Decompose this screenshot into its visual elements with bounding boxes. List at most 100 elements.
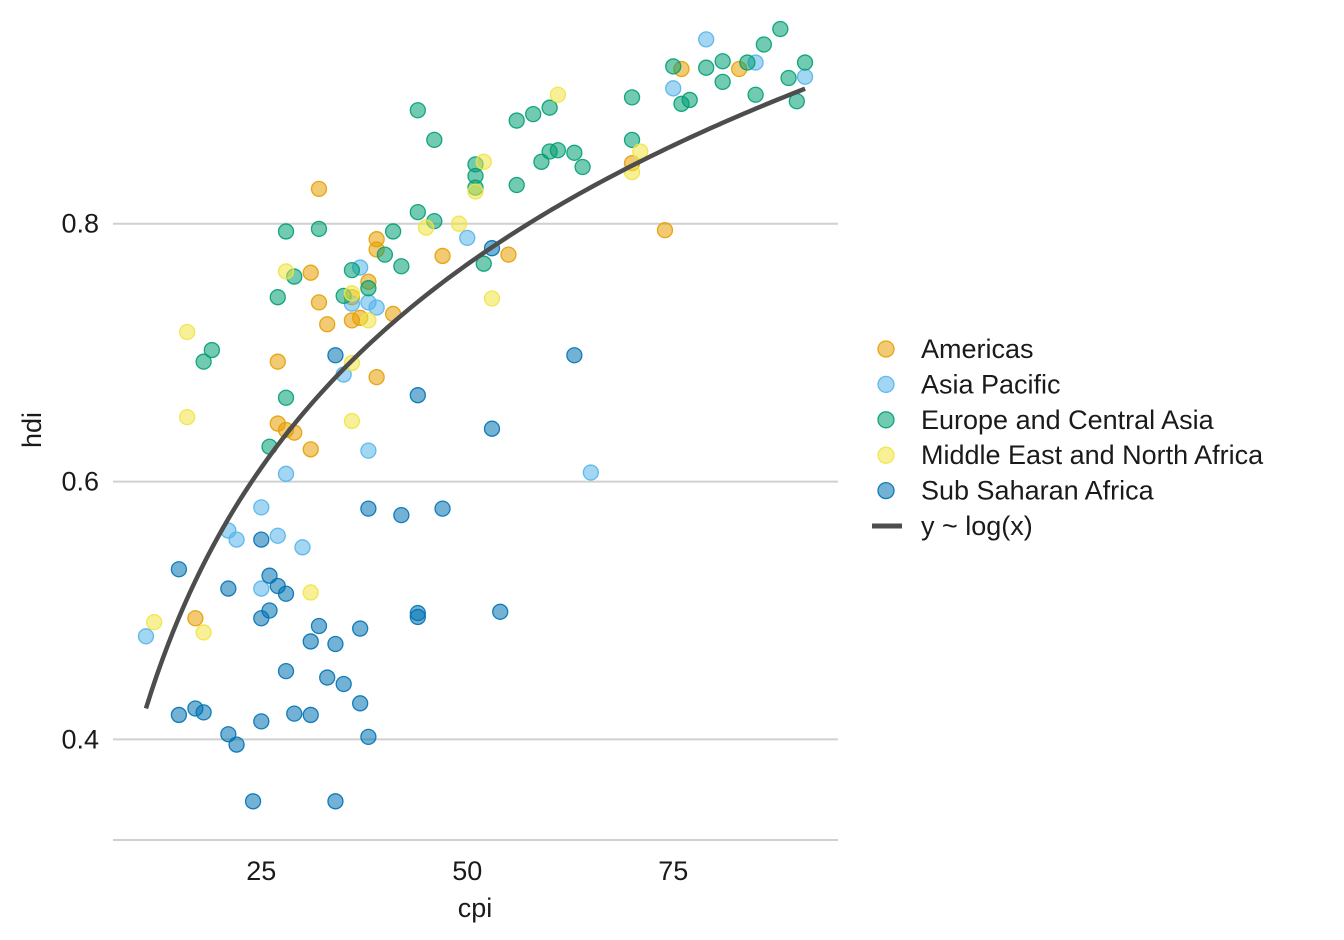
data-point <box>327 347 344 364</box>
data-point <box>409 608 426 626</box>
data-point <box>302 706 319 724</box>
data-point <box>508 112 525 129</box>
data-point <box>368 368 385 386</box>
fit-line <box>143 86 806 710</box>
data-point <box>747 86 764 103</box>
x-axis-title: cpi <box>458 893 493 923</box>
data-point <box>195 353 212 370</box>
data-point <box>277 389 295 406</box>
data-point <box>434 247 451 265</box>
data-point <box>352 620 369 637</box>
data-point <box>277 465 295 482</box>
data-point <box>459 229 476 247</box>
data-point <box>253 531 270 548</box>
data-point <box>319 669 336 686</box>
legend-key <box>877 411 895 429</box>
gridlines <box>113 222 838 741</box>
legend-key <box>877 446 895 464</box>
data-point <box>467 183 484 200</box>
data-point <box>277 223 295 240</box>
data-point <box>146 613 163 631</box>
data-point <box>343 412 361 430</box>
data-point <box>310 220 328 238</box>
data-point <box>343 285 361 302</box>
x-tick-label: 25 <box>246 856 276 886</box>
data-point <box>393 506 410 524</box>
data-point <box>228 531 245 548</box>
data-point <box>170 561 188 578</box>
data-point <box>475 153 492 170</box>
data-point <box>302 264 319 281</box>
data-point <box>335 675 352 693</box>
data-point <box>368 299 385 316</box>
series-2-points <box>137 31 814 645</box>
data-point <box>656 222 674 239</box>
data-point <box>360 442 377 459</box>
series-5-points <box>170 240 583 810</box>
data-point <box>294 539 311 556</box>
data-point <box>393 258 410 275</box>
data-point <box>269 289 286 306</box>
data-point <box>195 624 212 641</box>
data-point <box>269 527 286 544</box>
legend-label: Americas <box>921 334 1034 364</box>
data-point <box>698 59 715 76</box>
data-point <box>220 580 237 597</box>
legend-label: y ~ log(x) <box>921 511 1033 541</box>
data-point <box>500 246 517 263</box>
x-tick-labels: 25 50 75 <box>246 856 688 886</box>
data-point <box>739 54 756 71</box>
data-point <box>483 290 501 307</box>
data-point <box>228 736 245 753</box>
data-point <box>310 180 328 198</box>
data-point <box>319 316 336 333</box>
data-point <box>772 20 789 38</box>
data-point <box>384 223 402 240</box>
data-point <box>623 89 641 106</box>
y-tick-label: 0.4 <box>61 724 99 754</box>
data-point <box>409 203 426 221</box>
legend-label: Europe and Central Asia <box>921 405 1215 435</box>
data-point <box>203 341 221 359</box>
data-point <box>277 585 295 602</box>
data-point <box>277 662 295 680</box>
data-point <box>310 617 328 635</box>
legend-label: Middle East and North Africa <box>921 440 1264 470</box>
data-point <box>780 69 797 87</box>
data-point <box>244 793 262 810</box>
data-point <box>483 420 501 437</box>
data-point <box>566 347 583 364</box>
data-point <box>566 144 583 161</box>
data-points <box>137 20 814 810</box>
data-point <box>310 294 328 311</box>
data-point <box>681 91 698 109</box>
data-point <box>178 323 196 341</box>
data-point <box>178 408 196 426</box>
data-point <box>187 610 204 627</box>
y-tick-labels: 0.4 0.6 0.8 <box>61 209 99 755</box>
data-point <box>574 158 591 176</box>
data-point <box>492 603 509 620</box>
y-tick-label: 0.6 <box>61 467 99 497</box>
x-tick-label: 50 <box>452 856 482 886</box>
data-point <box>302 633 319 650</box>
legend-label: Asia Pacific <box>921 369 1061 399</box>
data-point <box>261 602 278 619</box>
data-point <box>549 86 567 103</box>
data-point <box>302 584 319 601</box>
data-point <box>277 263 295 280</box>
data-point <box>376 246 394 263</box>
data-point <box>541 99 558 116</box>
data-point <box>525 105 542 123</box>
data-point <box>434 500 451 517</box>
data-point <box>714 53 731 70</box>
data-point <box>665 58 682 75</box>
data-point <box>796 54 814 71</box>
data-point <box>698 31 715 48</box>
legend: Americas Asia Pacific Europe and Central A… <box>872 334 1264 541</box>
data-point <box>253 499 270 516</box>
data-point <box>327 793 344 810</box>
data-point <box>426 131 443 149</box>
data-point <box>360 728 377 746</box>
